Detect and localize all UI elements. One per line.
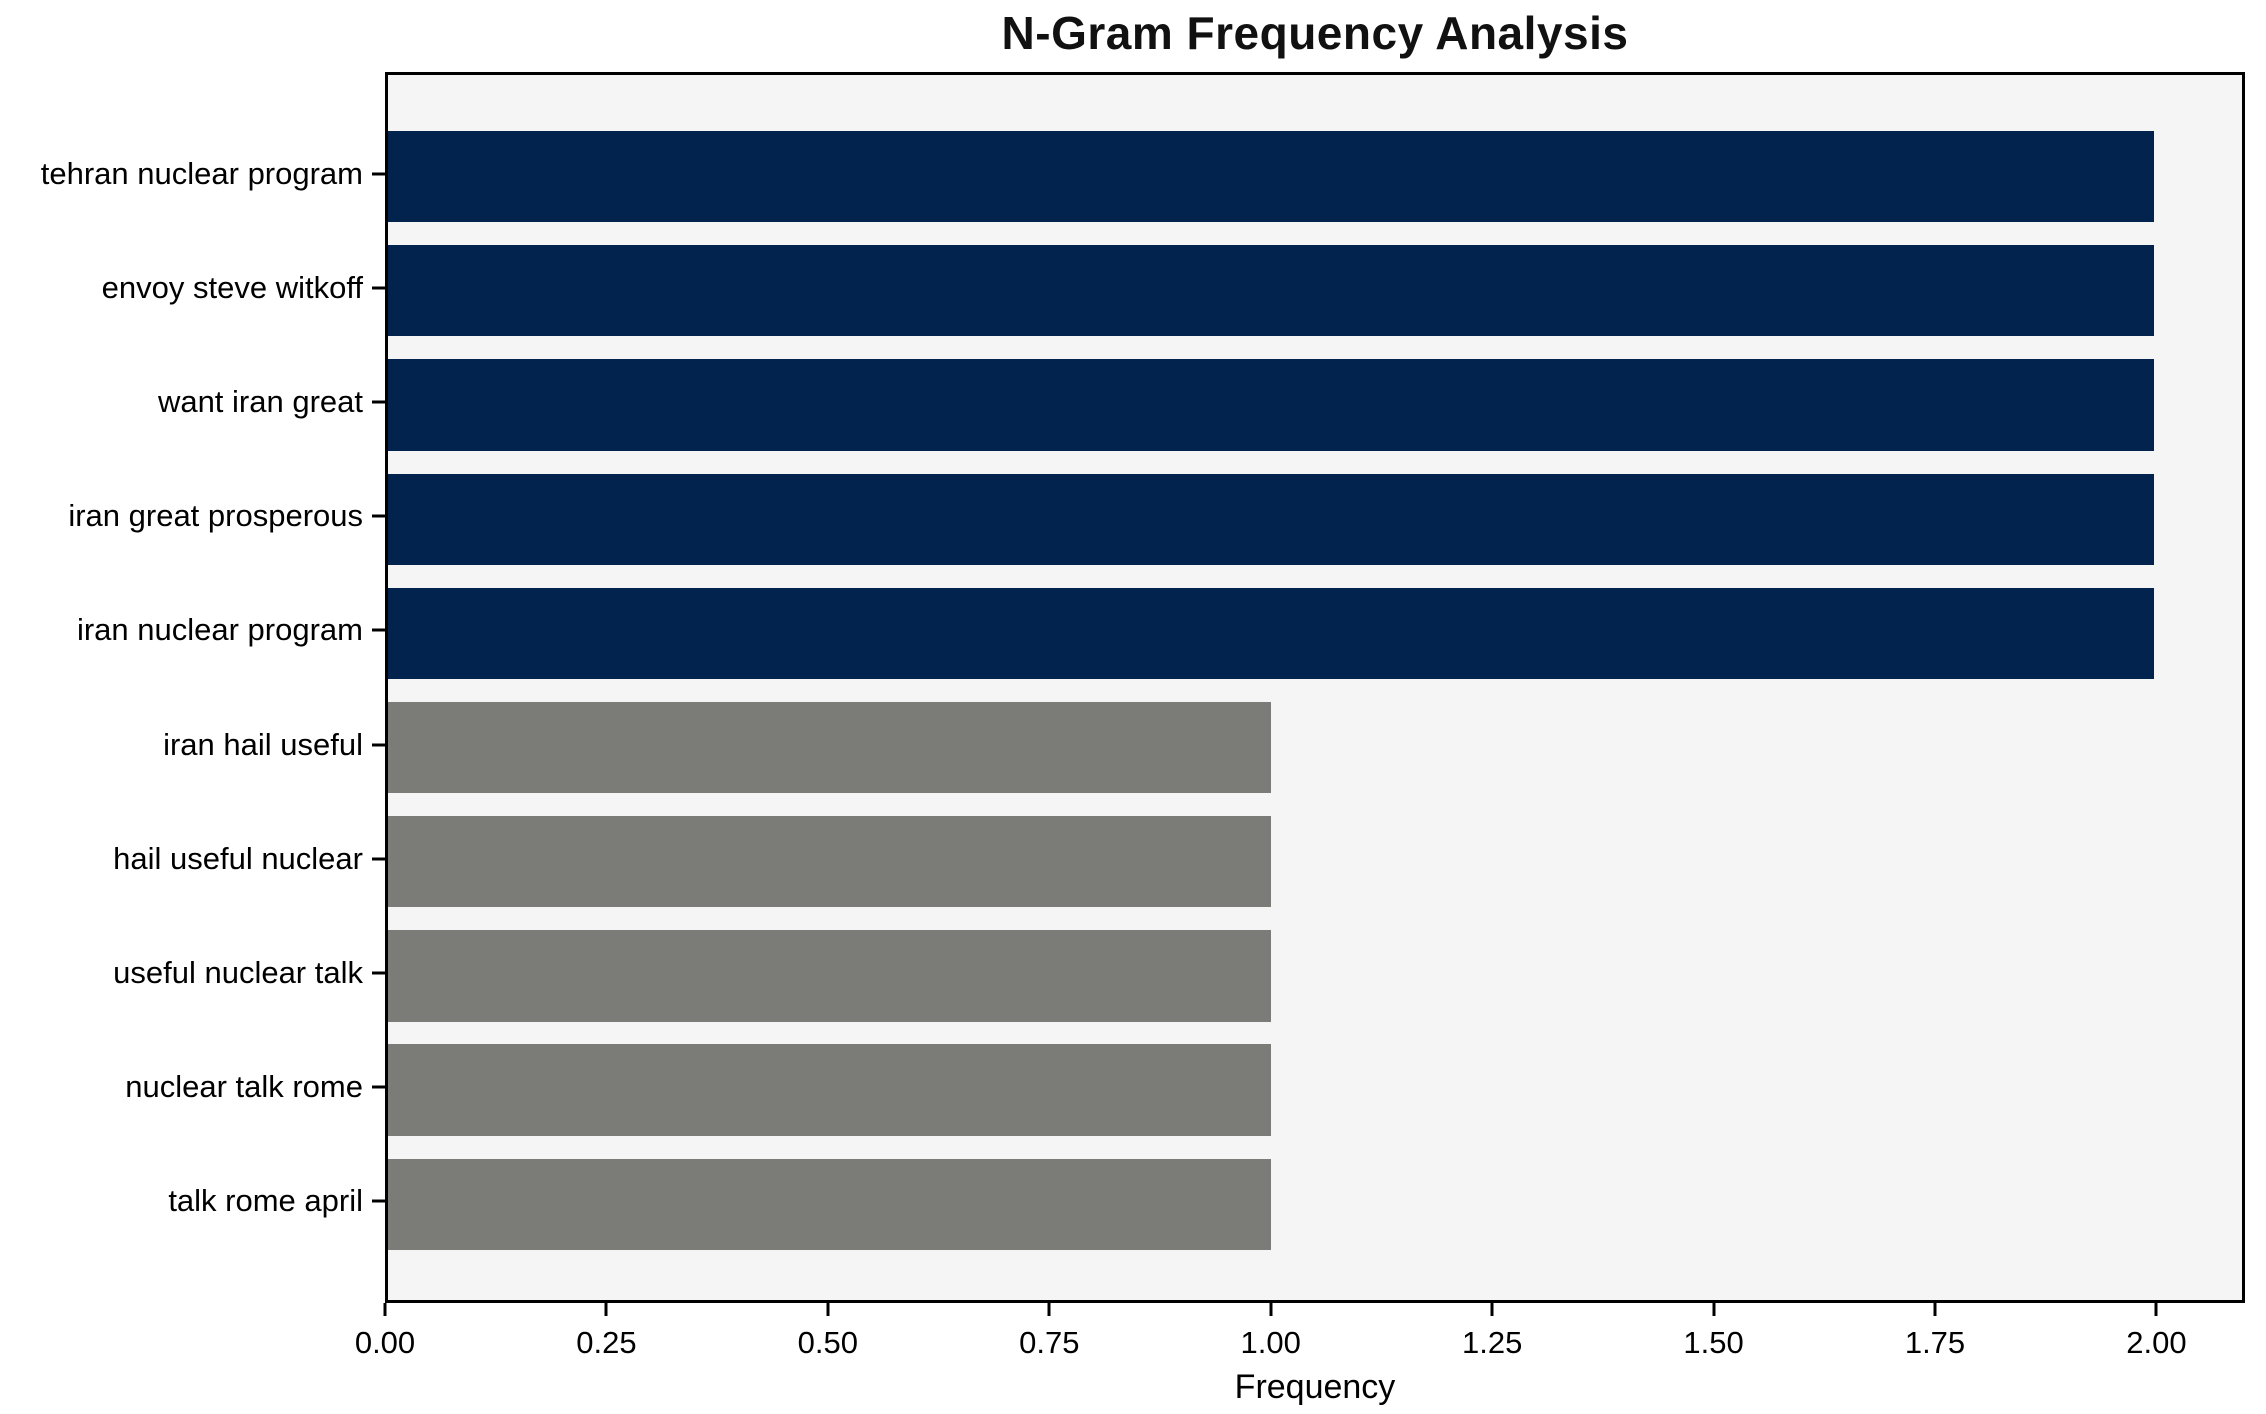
y-tick-mark [372, 857, 385, 861]
y-tick-mark [372, 286, 385, 290]
bars-layer [388, 75, 2242, 1300]
y-tick-mark [372, 628, 385, 632]
y-tick-label: tehran nuclear program [40, 155, 363, 191]
x-tick-label: 0.50 [797, 1325, 859, 1360]
x-tick-mark [1269, 1303, 1273, 1316]
bar-envoy-steve-witkoff [388, 245, 2154, 337]
x-tick-label: 1.75 [1904, 1325, 1966, 1360]
y-tick-label: want iran great [157, 384, 363, 420]
bar-talk-rome-april [388, 1158, 1271, 1251]
bar-iran-great-prosperous [388, 473, 2154, 565]
y-tick-mark [372, 1199, 385, 1203]
x-tick-label: 0.25 [576, 1325, 637, 1360]
x-tick-mark [1047, 1303, 1051, 1316]
x-tick-mark [604, 1303, 608, 1316]
y-tick-label: iran great prosperous [68, 498, 363, 534]
x-tick-mark [1490, 1303, 1494, 1316]
bar-useful-nuclear-talk [388, 930, 1271, 1022]
x-tick-label: 1.50 [1683, 1325, 1744, 1360]
bar-want-iran-great [388, 359, 2154, 451]
x-tick-label: 1.25 [1461, 1325, 1523, 1360]
x-tick-mark [826, 1303, 830, 1316]
x-axis-title: Frequency [1234, 1368, 1396, 1406]
bar-hail-useful-nuclear [388, 816, 1271, 908]
chart-title: N-Gram Frequency Analysis [1001, 7, 1629, 59]
y-tick-label: envoy steve witkoff [101, 269, 363, 305]
x-tick-label: 0.00 [354, 1325, 416, 1360]
y-tick-label: nuclear talk rome [125, 1069, 363, 1105]
y-tick-label: talk rome april [168, 1183, 363, 1219]
x-tick-mark [1712, 1303, 1716, 1316]
y-tick-mark [372, 743, 385, 747]
bar-iran-nuclear-program [388, 587, 2154, 680]
bar-iran-hail-useful [388, 701, 1271, 794]
x-tick-label: 2.00 [2126, 1325, 2187, 1360]
bar-tehran-nuclear-program [388, 130, 2154, 223]
y-tick-label: useful nuclear talk [113, 954, 363, 990]
y-tick-mark [372, 1085, 385, 1089]
y-tick-mark [372, 514, 385, 518]
y-tick-label: iran hail useful [163, 726, 363, 762]
y-tick-label: hail useful nuclear [113, 840, 363, 876]
x-tick-label: 0.75 [1019, 1325, 1080, 1360]
y-tick-mark [372, 400, 385, 404]
x-tick-mark [1933, 1303, 1937, 1316]
bar-nuclear-talk-rome [388, 1044, 1271, 1136]
x-tick-label: 1.00 [1240, 1325, 1301, 1360]
y-tick-mark [372, 172, 385, 176]
plot-area [385, 72, 2245, 1303]
x-tick-mark [383, 1303, 387, 1316]
y-tick-label: iran nuclear program [76, 612, 363, 648]
x-tick-mark [2154, 1303, 2158, 1316]
y-tick-mark [372, 971, 385, 975]
